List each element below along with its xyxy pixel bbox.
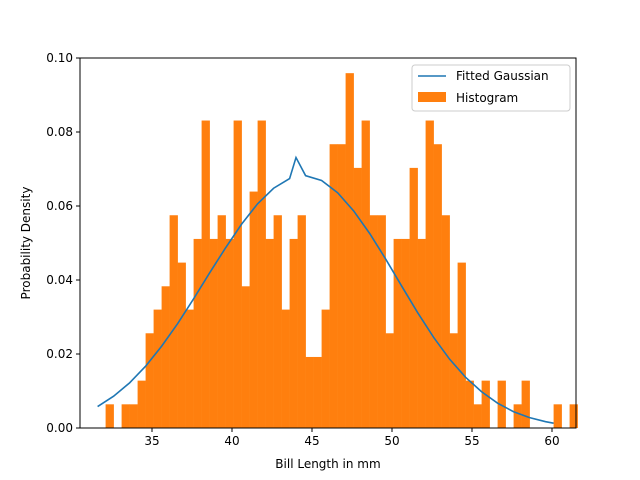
histogram-bar (497, 380, 506, 428)
x-tick-label: 50 (384, 434, 399, 448)
legend-bar-swatch (418, 92, 446, 102)
histogram-bar (377, 215, 386, 428)
histogram-bar (401, 238, 410, 428)
histogram-bar (473, 404, 482, 428)
histogram-bar (449, 333, 458, 428)
histogram-bar (225, 238, 234, 428)
histogram-bar (385, 333, 394, 428)
y-axis-label: Probability Density (19, 187, 33, 300)
histogram-bar (305, 356, 314, 428)
fitted-gaussian-line (97, 155, 554, 424)
histogram-bar (233, 120, 242, 428)
histogram-bar (569, 404, 578, 428)
histogram-bar (417, 238, 426, 428)
histogram-bar (313, 356, 322, 428)
histogram-bar (457, 262, 466, 428)
y-axis: 0.00 0.02 0.04 0.06 0.08 0.10 (46, 51, 80, 435)
histogram-bar (425, 120, 434, 428)
histogram-bar (521, 380, 530, 428)
x-tick-label: 40 (224, 434, 239, 448)
histogram-bar (481, 380, 490, 428)
histogram-bar (121, 404, 130, 428)
line-layer (97, 155, 554, 424)
histogram-bar (161, 286, 170, 428)
axes-frame (79, 57, 577, 429)
histogram-bar (441, 215, 450, 428)
histogram-bar (321, 309, 330, 428)
histogram-bar (209, 238, 218, 428)
histogram-bar (289, 238, 298, 428)
x-axis-label: Bill Length in mm (275, 457, 380, 471)
histogram-bar (177, 262, 186, 428)
x-tick-label: 35 (144, 434, 159, 448)
histogram-bar (433, 144, 442, 428)
histogram-bar (513, 404, 522, 428)
legend-box (411, 64, 571, 112)
histogram-bar (129, 404, 138, 428)
histogram-bar (329, 144, 338, 428)
histogram-bar (201, 120, 210, 428)
histogram-bar (169, 215, 178, 428)
histogram-bar (249, 191, 258, 428)
histogram-bar (465, 380, 474, 428)
histogram-bar (241, 286, 250, 428)
x-tick-label: 45 (304, 434, 319, 448)
histogram-bar (345, 73, 354, 429)
x-tick-label: 55 (464, 434, 479, 448)
histogram-bar (257, 120, 266, 428)
histogram-bar (281, 309, 290, 428)
histogram-bar (297, 215, 306, 428)
histogram-bar (337, 144, 346, 428)
histogram-bar (105, 404, 114, 428)
y-tick-label: 0.10 (46, 51, 73, 65)
histogram-bar (369, 215, 378, 428)
y-tick-label: 0.02 (46, 347, 73, 361)
y-tick-label: 0.00 (46, 421, 73, 435)
legend-label-histogram: Histogram (456, 91, 518, 105)
histogram-bar (193, 238, 202, 428)
histogram-bar (553, 404, 562, 428)
y-tick-label: 0.06 (46, 199, 73, 213)
histogram-bar (145, 333, 154, 428)
histogram-bar (185, 309, 194, 428)
histogram-bar (217, 215, 226, 428)
y-tick-label: 0.08 (46, 125, 73, 139)
histogram-bar (153, 309, 162, 428)
histogram-bar (265, 238, 274, 428)
histogram-bar (137, 380, 146, 428)
legend-label-fitted-gaussian: Fitted Gaussian (456, 69, 549, 83)
histogram-bar (353, 167, 362, 428)
x-axis: 35 40 45 50 55 60 (144, 428, 560, 448)
y-tick-label: 0.04 (46, 273, 73, 287)
legend: Fitted Gaussian Histogram (411, 64, 571, 112)
histogram-bar (273, 215, 282, 428)
bars-layer (105, 73, 578, 429)
histogram-bar (409, 167, 418, 428)
histogram-bar (361, 120, 370, 428)
histogram-bar (393, 238, 402, 428)
x-tick-label: 60 (544, 434, 559, 448)
